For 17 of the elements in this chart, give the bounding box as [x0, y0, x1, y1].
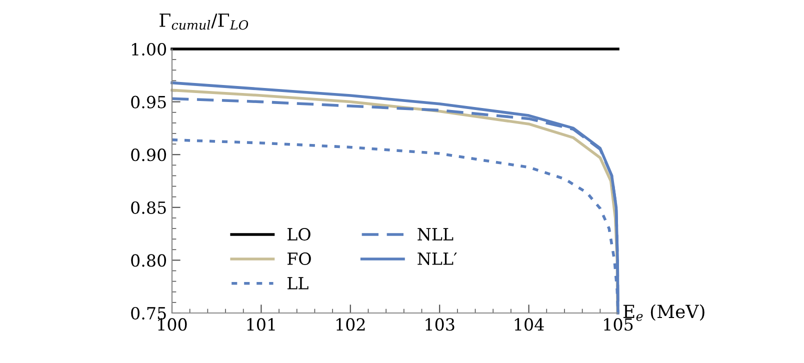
x-tick-label: 104: [514, 318, 544, 331]
x-tick-label: 102: [336, 318, 365, 331]
legend-label: FO: [288, 252, 311, 266]
y-tick-label: 0.80: [131, 254, 166, 267]
y-tick-label: 0.85: [131, 201, 166, 214]
legend-label: NLL′: [418, 252, 457, 266]
y-axis-title: Γ$_{cumul}$/Γ$_{LO}$: [160, 14, 248, 30]
y-tick-label: 0.95: [131, 96, 166, 108]
y-tick-label: 0.90: [131, 148, 166, 162]
legend-label: LO: [288, 228, 310, 241]
x-tick-label: 103: [426, 318, 454, 331]
y-tick-label: 1.00: [132, 42, 166, 56]
x-tick-label: 100: [158, 318, 187, 331]
legend-label: LL: [288, 277, 308, 290]
y-tick-label: 0.75: [131, 306, 166, 320]
x-tick-label: 101: [247, 318, 275, 331]
legend-label: NLL: [418, 228, 454, 241]
